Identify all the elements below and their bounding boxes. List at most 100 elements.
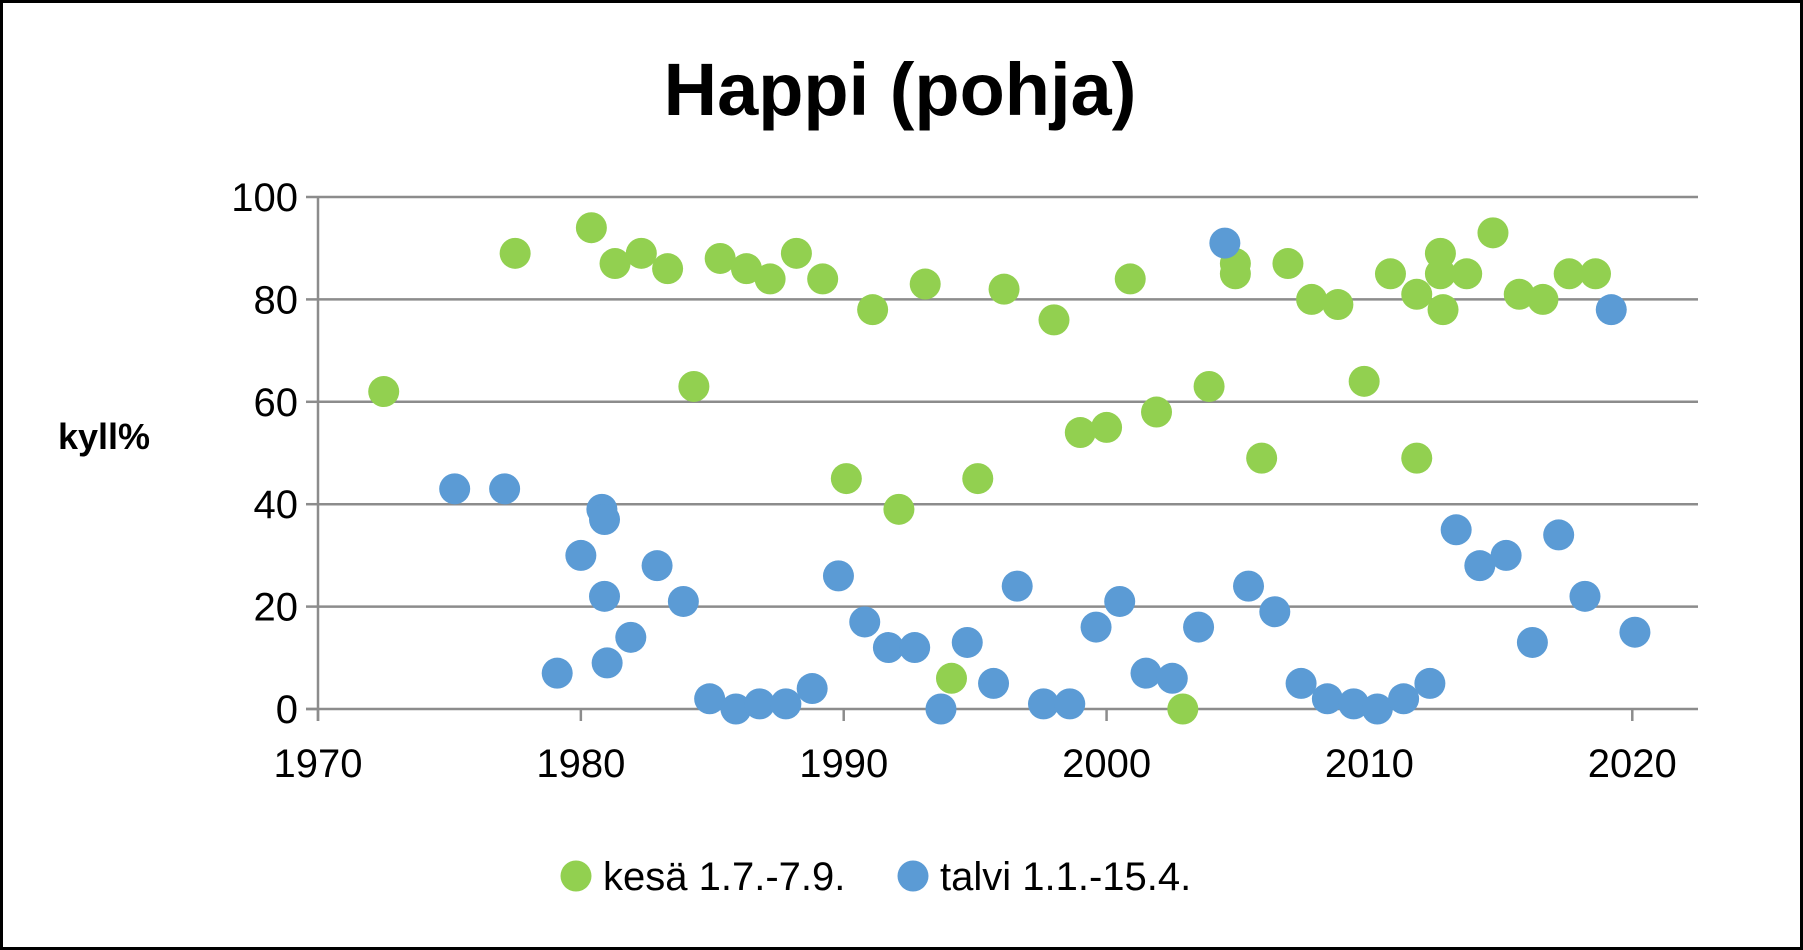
legend-label: talvi 1.1.-15.4. <box>940 855 1191 899</box>
data-point <box>1464 550 1496 582</box>
data-point <box>1183 611 1215 643</box>
data-point <box>925 693 957 725</box>
data-point <box>754 263 786 295</box>
data-point <box>780 237 812 269</box>
legend: kesä 1.7.-7.9. talvi 1.1.-15.4. <box>560 855 1191 899</box>
data-point <box>807 263 839 295</box>
data-point <box>541 657 573 689</box>
data-point <box>1114 263 1146 295</box>
data-point <box>1233 570 1265 602</box>
series-0 <box>368 212 1611 725</box>
chart-title: Happi (pohja) <box>664 48 1137 131</box>
data-point <box>439 473 471 505</box>
data-point <box>589 580 621 612</box>
data-point <box>1440 514 1472 546</box>
data-point <box>988 273 1020 305</box>
y-tick-label: 60 <box>254 381 299 425</box>
data-point <box>951 626 983 658</box>
y-tick-label: 20 <box>254 586 299 630</box>
data-point <box>872 632 904 664</box>
data-point <box>641 550 673 582</box>
data-point <box>1414 667 1446 699</box>
data-point <box>615 621 647 653</box>
data-point <box>499 237 531 269</box>
data-point <box>1569 580 1601 612</box>
data-point <box>704 242 736 274</box>
data-point <box>1595 294 1627 326</box>
data-point <box>1553 258 1585 290</box>
data-point <box>1388 683 1420 715</box>
data-point <box>1272 248 1304 280</box>
data-point <box>1001 570 1033 602</box>
data-point <box>1259 596 1291 628</box>
data-points <box>368 212 1651 725</box>
data-point <box>589 504 621 536</box>
legend-entry-1: talvi 1.1.-15.4. <box>897 855 1191 899</box>
data-point <box>1401 278 1433 310</box>
data-point <box>565 539 597 571</box>
data-point <box>1054 688 1086 720</box>
data-point <box>1516 626 1548 658</box>
axes <box>306 195 1698 721</box>
x-tick-label: 2000 <box>1062 742 1151 786</box>
data-point <box>1141 396 1173 428</box>
x-tick-label: 1990 <box>799 742 888 786</box>
y-tick-label: 100 <box>231 176 298 220</box>
data-point <box>1322 289 1354 321</box>
data-point <box>1348 365 1380 397</box>
data-point <box>667 585 699 617</box>
y-tick-label: 40 <box>254 483 299 527</box>
data-point <box>883 493 915 525</box>
data-point <box>1080 611 1112 643</box>
data-point <box>770 688 802 720</box>
data-point <box>962 463 994 495</box>
data-point <box>822 560 854 592</box>
data-point <box>1130 657 1162 689</box>
legend-entry-0: kesä 1.7.-7.9. <box>560 855 845 899</box>
tick-labels: 0 20 40 60 80 100 1970 1980 1990 2000 2010 2020 <box>231 176 1677 786</box>
data-point <box>1246 442 1278 474</box>
data-point <box>1167 693 1199 725</box>
data-point <box>935 662 967 694</box>
data-point <box>744 688 776 720</box>
data-point <box>1543 519 1575 551</box>
data-point <box>694 683 726 715</box>
data-point <box>978 667 1010 699</box>
data-point <box>909 268 941 300</box>
data-point <box>1338 688 1370 720</box>
data-point <box>1091 411 1123 443</box>
data-point <box>1038 304 1070 336</box>
y-axis-label: kyll% <box>58 416 150 457</box>
data-point <box>1579 258 1611 290</box>
data-point <box>1296 283 1328 315</box>
data-point <box>899 632 931 664</box>
data-point <box>849 606 881 638</box>
data-point <box>1311 683 1343 715</box>
data-point <box>575 212 607 244</box>
data-point <box>1503 278 1535 310</box>
data-point <box>1427 294 1459 326</box>
data-point <box>1064 417 1096 449</box>
data-point <box>1361 693 1393 725</box>
series-1 <box>439 227 1651 725</box>
scatter-chart: Happi (pohja) kyll% 0 20 40 60 80 100 1970 1980… <box>58 48 1698 899</box>
data-point <box>857 294 889 326</box>
data-point <box>1374 258 1406 290</box>
legend-label: kesä 1.7.-7.9. <box>603 855 845 899</box>
data-point <box>720 693 752 725</box>
data-point <box>625 237 657 269</box>
data-point <box>652 253 684 285</box>
data-point <box>1401 442 1433 474</box>
x-tick-label: 2020 <box>1588 742 1677 786</box>
data-point <box>1451 258 1483 290</box>
data-point <box>830 463 862 495</box>
data-point <box>1193 370 1225 402</box>
data-point <box>599 248 631 280</box>
x-tick-label: 1970 <box>274 742 363 786</box>
x-tick-label: 1980 <box>536 742 625 786</box>
data-point <box>1209 227 1241 259</box>
data-point <box>796 673 828 705</box>
data-point <box>1104 585 1136 617</box>
y-tick-label: 0 <box>276 688 298 732</box>
